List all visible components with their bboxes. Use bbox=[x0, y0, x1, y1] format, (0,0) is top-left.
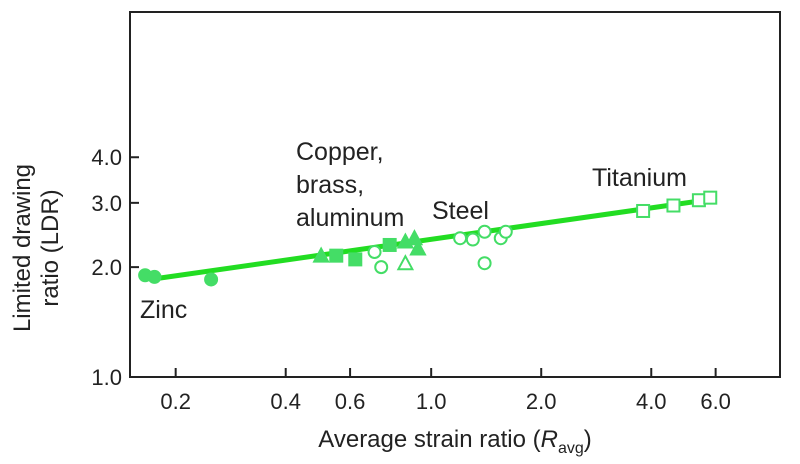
data-point-circle bbox=[147, 269, 162, 284]
trend-line bbox=[149, 196, 716, 282]
data-point-circle bbox=[453, 231, 468, 246]
data-point-circle bbox=[498, 224, 513, 239]
y-tick-label: 2.0 bbox=[91, 255, 122, 280]
x-axis-title: Average strain ratio (Ravg) bbox=[318, 426, 591, 457]
x-tick-label: 2.0 bbox=[526, 389, 557, 414]
x-tick-label: 0.2 bbox=[160, 389, 191, 414]
y-axis-ticks: 1.0 2.0 3.0 4.0 bbox=[91, 145, 139, 390]
x-tick-label: 6.0 bbox=[700, 389, 731, 414]
data-point-square bbox=[666, 198, 681, 213]
y-tick-label: 3.0 bbox=[91, 191, 122, 216]
y-axis-title-line2: ratio (LDR) bbox=[37, 189, 64, 306]
data-points bbox=[138, 190, 718, 287]
group-label-line: aluminum bbox=[296, 204, 404, 232]
group-label: Copper, brass, aluminum bbox=[296, 138, 404, 232]
x-tick-label: 0.6 bbox=[335, 389, 366, 414]
data-point-square bbox=[329, 248, 344, 263]
group-labels: Zinc Copper, brass, aluminum Steel Titanium bbox=[140, 138, 687, 324]
group-label-line: Zinc bbox=[140, 296, 187, 324]
group-label-line: Titanium bbox=[592, 164, 687, 192]
group-label: Zinc bbox=[140, 296, 187, 324]
x-tick-label: 1.0 bbox=[416, 389, 447, 414]
data-point-circle bbox=[477, 256, 492, 271]
data-point-triangle bbox=[396, 254, 415, 271]
y-axis-title-line1: Limited drawing bbox=[9, 164, 36, 332]
data-point-circle bbox=[367, 245, 382, 260]
group-label: Titanium bbox=[592, 164, 687, 192]
data-point-square bbox=[382, 237, 397, 252]
x-tick-label: 4.0 bbox=[636, 389, 667, 414]
data-point-square bbox=[348, 252, 363, 267]
x-tick-label: 0.4 bbox=[270, 389, 301, 414]
y-tick-label: 4.0 bbox=[91, 145, 122, 170]
data-point-square bbox=[636, 203, 651, 218]
data-point-circle bbox=[374, 260, 389, 275]
data-point-circle bbox=[465, 232, 480, 247]
data-point-square bbox=[703, 190, 718, 205]
group-label-line: Steel bbox=[432, 197, 489, 225]
data-point-circle bbox=[477, 224, 492, 239]
data-point-circle bbox=[204, 272, 219, 287]
y-tick-label: 1.0 bbox=[91, 365, 122, 390]
group-label-line: Copper, bbox=[296, 138, 384, 166]
group-label-line: brass, bbox=[296, 171, 364, 199]
data-point-square bbox=[691, 193, 706, 208]
group-label: Steel bbox=[432, 197, 489, 225]
data-point-triangle bbox=[409, 239, 427, 256]
data-point-triangle bbox=[312, 246, 330, 263]
plot-frame bbox=[129, 11, 781, 378]
x-axis-ticks: 0.2 0.4 0.6 1.0 2.0 4.0 6.0 bbox=[160, 368, 731, 414]
